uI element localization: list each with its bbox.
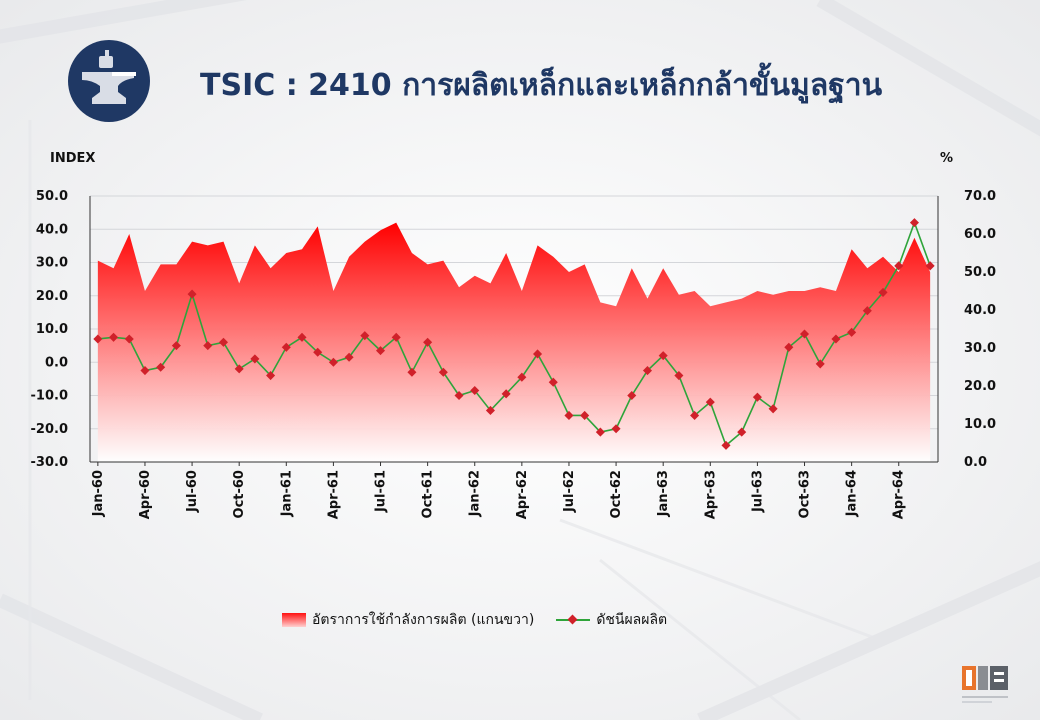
left-tick-label: -10.0 (31, 389, 68, 404)
x-tick-label: Oct-61 (421, 470, 436, 518)
index-point (831, 334, 841, 344)
legend-area-swatch (282, 613, 306, 627)
legend-item-capacity: อัตราการใช้กำลังการผลิต (แกนขวา) (282, 609, 534, 631)
x-tick-label: Jan-63 (656, 470, 671, 517)
x-tick-label: Jan-62 (468, 470, 483, 517)
legend-item-index: ดัชนีผลผลิต (556, 609, 667, 631)
index-point (878, 287, 888, 297)
index-point (768, 404, 778, 414)
index-point (674, 371, 684, 381)
ticks-layer: 50.0 40.0 30.0 20.0 10.0 0.0 -10.0 -20.0 -30.0 70… (31, 189, 997, 519)
left-axis-unit: INDEX (50, 151, 96, 166)
right-tick-label: 40.0 (964, 303, 996, 318)
right-tick-label: 60.0 (964, 227, 996, 242)
index-point (705, 397, 715, 407)
index-point (124, 334, 134, 344)
index-point (517, 372, 527, 382)
page-title: TSIC : 2410 การผลิตเหล็กและเหล็กกล้าขั้น… (200, 68, 883, 103)
right-tick-label: 0.0 (964, 455, 987, 470)
anvil-icon (82, 50, 136, 104)
left-tick-label: 50.0 (36, 189, 68, 204)
x-tick-label: Apr-61 (326, 470, 341, 519)
left-tick-label: 10.0 (36, 322, 68, 337)
left-tick-label: 30.0 (36, 256, 68, 271)
right-axis-unit: % (940, 151, 954, 166)
index-point (250, 354, 260, 364)
left-tick-label: -20.0 (31, 422, 68, 437)
right-tick-label: 10.0 (964, 417, 996, 432)
x-tick-label: Oct-60 (232, 470, 247, 518)
legend-label-capacity: อัตราการใช้กำลังการผลิต (แกนขวา) (312, 612, 535, 628)
index-point (140, 366, 150, 376)
index-point (737, 427, 747, 437)
x-tick-label: Jul-60 (185, 470, 200, 513)
left-tick-label: -30.0 (31, 455, 68, 470)
left-tick-label: 0.0 (45, 355, 68, 370)
x-tick-label: Jan-64 (845, 470, 860, 517)
left-tick-label: 20.0 (36, 289, 68, 304)
x-tick-label: Oct-63 (798, 470, 813, 518)
x-tick-label: Jan-61 (279, 470, 294, 517)
anvil-logo (68, 40, 150, 122)
index-point (862, 306, 872, 316)
x-tick-label: Apr-62 (515, 470, 530, 519)
x-tick-label: Jul-63 (750, 470, 765, 513)
left-tick-label: 40.0 (36, 222, 68, 237)
legend-line-swatch (556, 613, 591, 627)
legend-label-index: ดัชนีผลผลิต (596, 612, 668, 628)
x-tick-label: Apr-60 (138, 470, 153, 519)
x-tick-label: Jul-61 (374, 470, 389, 513)
x-tick-label: Jul-62 (562, 470, 577, 513)
x-tick-label: Jan-60 (91, 470, 106, 517)
oie-logo-icon (962, 666, 1008, 703)
index-point (234, 364, 244, 374)
index-point (218, 337, 229, 347)
right-tick-label: 20.0 (964, 379, 996, 394)
index-point (171, 341, 181, 351)
index-point (203, 341, 213, 351)
production-index-line (97, 220, 931, 447)
index-point (909, 218, 919, 228)
index-point (799, 329, 810, 339)
capacity-utilization-area (97, 222, 931, 462)
right-tick-label: 30.0 (964, 341, 996, 356)
x-tick-label: Apr-64 (892, 470, 907, 519)
axes-layer (89, 196, 939, 463)
chart-legend: อัตราการใช้กำลังการผลิต (แกนขวา) ดัชนีผล… (282, 610, 667, 630)
right-tick-label: 50.0 (964, 265, 996, 280)
x-tick-label: Oct-62 (609, 470, 624, 518)
right-tick-label: 70.0 (964, 189, 996, 204)
x-tick-label: Apr-63 (703, 470, 718, 519)
index-point (109, 332, 119, 342)
